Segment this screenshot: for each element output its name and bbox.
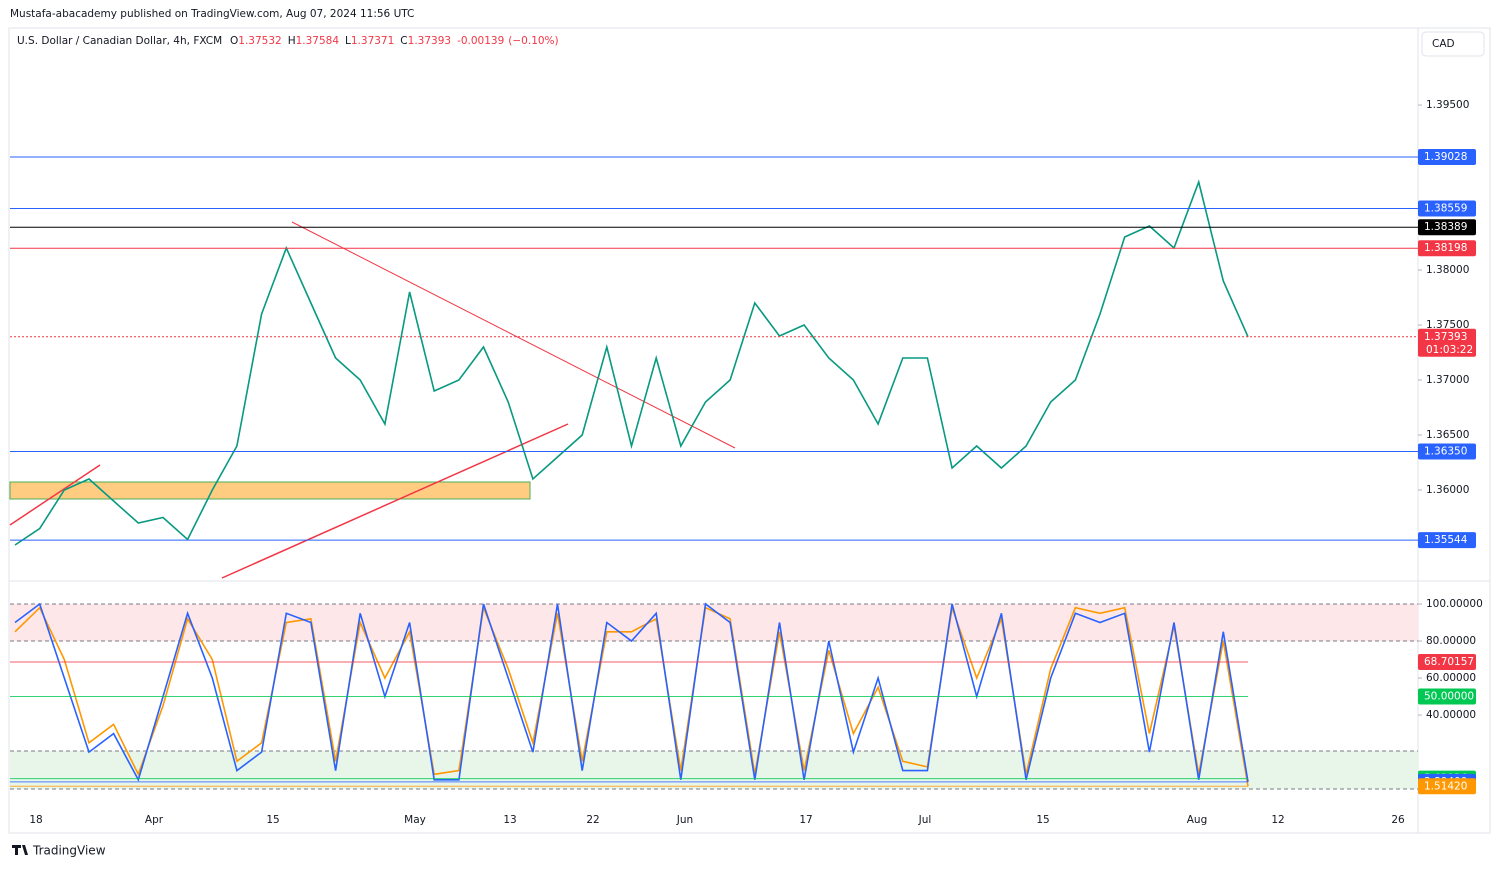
ohlc-key: H bbox=[288, 35, 296, 47]
y-tick-label: 1.36500 bbox=[1426, 429, 1469, 441]
x-tick-label: May bbox=[404, 814, 426, 826]
level-label-box bbox=[1418, 328, 1476, 357]
logo bbox=[12, 845, 28, 855]
level-label: 1.36350 bbox=[1424, 446, 1467, 458]
level-label-box bbox=[1418, 200, 1476, 217]
symbol: U.S. Dollar / Canadian Dollar, 4h, FXCM bbox=[17, 35, 222, 47]
series-line bbox=[14, 604, 1249, 787]
level-label: 50.00000 bbox=[1424, 691, 1474, 703]
x-tick-label: 22 bbox=[586, 814, 599, 826]
y-tick-label: 80.00000 bbox=[1426, 635, 1476, 647]
x-tick-label: 18 bbox=[29, 814, 42, 826]
y-tick-label: 1.37500 bbox=[1426, 319, 1469, 331]
level-label: 1.37393 bbox=[1424, 331, 1467, 343]
y-tick-label: 40.00000 bbox=[1426, 709, 1476, 721]
ohlc-value: 1.37371 bbox=[351, 35, 394, 47]
publisher: Mustafa-abacademy published on TradingVi… bbox=[10, 8, 414, 20]
y-tick-label: 1.39500 bbox=[1426, 99, 1469, 111]
level-label-box bbox=[1418, 532, 1476, 549]
y-tick-label: 1.38000 bbox=[1426, 264, 1469, 276]
ohlc-key: O bbox=[230, 35, 238, 47]
brand: TradingView bbox=[32, 844, 106, 858]
level-label-box bbox=[1418, 778, 1476, 795]
level-label-box bbox=[1418, 688, 1476, 705]
change: -0.00139 bbox=[457, 35, 504, 47]
x-tick-label: 13 bbox=[503, 814, 516, 826]
oversold-zone bbox=[10, 751, 1418, 789]
x-tick-label: 17 bbox=[799, 814, 812, 826]
x-tick-label: 15 bbox=[1036, 814, 1049, 826]
level-label-box bbox=[1418, 219, 1476, 236]
level-label: 1.51420 bbox=[1424, 780, 1467, 792]
trend-line bbox=[221, 423, 569, 579]
y-tick-label: 1.37000 bbox=[1426, 374, 1469, 386]
y-tick-label: 100.00000 bbox=[1426, 598, 1483, 610]
trend-line bbox=[291, 221, 736, 449]
x-tick-label: 26 bbox=[1391, 814, 1405, 826]
x-tick-label: 15 bbox=[266, 814, 279, 826]
series-line bbox=[14, 602, 1249, 783]
countdown: 01:03:22 bbox=[1426, 344, 1473, 356]
x-tick-label: Jul bbox=[918, 814, 932, 826]
zone bbox=[9, 481, 531, 500]
x-tick-label: Jun bbox=[676, 814, 693, 826]
level-label-box bbox=[1418, 443, 1476, 460]
ohlc: O1.37532 H1.37584 L1.37371 C1.37393 -0.00139… bbox=[230, 35, 559, 47]
y-tick-label: 1.36000 bbox=[1426, 484, 1469, 496]
ohlc-key: C bbox=[400, 35, 407, 47]
trend-line bbox=[9, 464, 101, 526]
level-label: 1.38559 bbox=[1424, 203, 1467, 215]
level-label: 68.70157 bbox=[1424, 656, 1474, 668]
series-line bbox=[14, 179, 1249, 546]
frame bbox=[8, 27, 1491, 834]
ohlc-value: 1.37532 bbox=[238, 35, 281, 47]
x-tick-label: 12 bbox=[1271, 814, 1284, 826]
level-label: 1.38198 bbox=[1424, 242, 1467, 254]
level-label-box bbox=[1418, 148, 1476, 165]
currency-button[interactable] bbox=[1421, 31, 1485, 57]
x-tick-label: Apr bbox=[145, 814, 164, 826]
change-pct: (−0.10%) bbox=[508, 35, 558, 47]
level-label: 1.38389 bbox=[1424, 221, 1467, 233]
y-tick-label: 60.00000 bbox=[1426, 672, 1476, 684]
ohlc-key: L bbox=[345, 35, 351, 47]
level-label: 1.35544 bbox=[1424, 534, 1468, 546]
ohlc-value: 1.37584 bbox=[296, 35, 340, 47]
ohlc-value: 1.37393 bbox=[408, 35, 451, 47]
x-tick-label: Aug bbox=[1187, 814, 1208, 826]
currency: CAD bbox=[1432, 38, 1455, 50]
level-label-box bbox=[1418, 653, 1476, 670]
level-label-box bbox=[1418, 240, 1476, 257]
level-label: 1.39028 bbox=[1424, 151, 1467, 163]
